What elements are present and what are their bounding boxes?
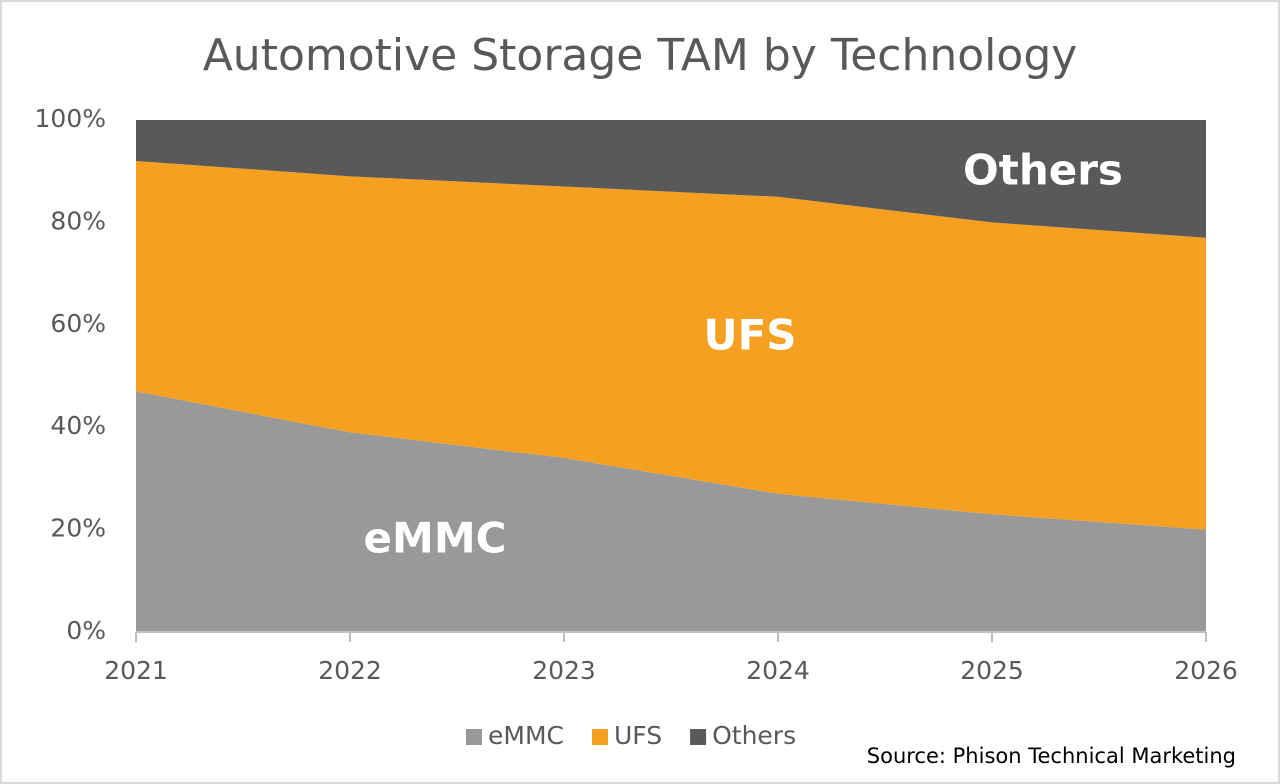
area — [136, 391, 1206, 632]
legend-swatch — [690, 729, 707, 745]
legend-swatch — [466, 729, 482, 745]
series-annotation: UFS — [703, 311, 796, 360]
y-tick-label: 20% — [50, 514, 106, 543]
source-note: Source: Phison Technical Marketing — [867, 744, 1236, 768]
x-tick-label: 2024 — [746, 656, 810, 685]
y-tick-label: 0% — [66, 616, 106, 645]
y-tick-label: 40% — [50, 411, 106, 440]
legend-swatch — [591, 729, 608, 745]
legend-label: Others — [712, 721, 796, 750]
y-tick-label: 60% — [50, 309, 106, 338]
y-tick-label: 100% — [35, 104, 106, 133]
area — [136, 160, 1206, 530]
x-tick-label: 2022 — [318, 656, 382, 685]
chart-title: Automotive Storage TAM by Technology — [203, 30, 1078, 81]
y-tick-label: 80% — [50, 206, 106, 235]
x-tick-label: 2023 — [532, 656, 596, 685]
area — [136, 120, 1206, 238]
series-annotation: Others — [963, 146, 1123, 195]
x-tick-label: 2021 — [104, 656, 168, 685]
legend-label: eMMC — [488, 721, 564, 750]
x-tick-label: 2026 — [1174, 656, 1238, 685]
series-annotation: eMMC — [364, 514, 507, 563]
legend-label: UFS — [614, 721, 662, 750]
x-tick-label: 2025 — [960, 656, 1024, 685]
